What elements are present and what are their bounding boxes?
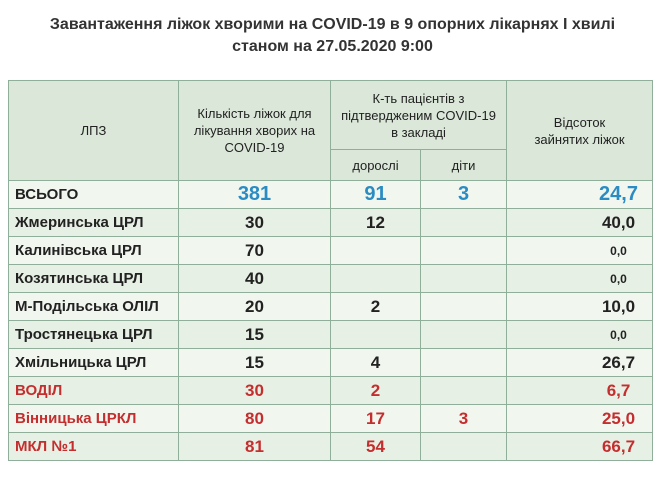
hospital-beds-table: ЛПЗ Кількість ліжок для лікування хворих… [8,80,654,461]
cell-children [419,432,508,461]
cell-percent: 0,0 [506,320,654,349]
cell-adults [330,264,421,293]
cell-children [419,292,508,321]
cell-hospital-name: Козятинська ЦРЛ [8,264,179,293]
cell-beds: 80 [178,404,331,433]
table-body: ВСЬОГО 381 91 3 24,7 Жмеринська ЦРЛ 30 12 40,0 Ка… [8,180,654,461]
header-adults: дорослі [330,149,421,181]
cell-percent: 26,7 [506,348,654,377]
table-row: ВОДІЛ 30 2 6,7 [8,376,654,405]
title-line-1: Завантаження ліжок хворими на COVID-19 в… [49,16,616,33]
table-row: Козятинська ЦРЛ 40 0,0 [8,264,654,293]
cell-hospital-name: Калинівська ЦРЛ [8,236,179,265]
table-row: Калинівська ЦРЛ 70 0,0 [8,236,654,265]
header-children: діти [419,149,508,181]
cell-adults: 2 [330,292,421,321]
cell-hospital-name: Тростянецька ЦРЛ [8,320,179,349]
cell-percent: 25,0 [506,404,654,433]
table-row: М-Подільська ОЛІЛ 20 2 10,0 [8,292,654,321]
table-row: Тростянецька ЦРЛ 15 0,0 [8,320,654,349]
cell-hospital-name: Хмільницька ЦРЛ [8,348,179,377]
table-row-total: ВСЬОГО 381 91 3 24,7 [8,180,654,209]
cell-beds: 20 [178,292,331,321]
cell-children [419,208,508,237]
cell-hospital-name: Вінницька ЦРКЛ [8,404,179,433]
cell-hospital-name: М-Подільська ОЛІЛ [8,292,179,321]
table-row: Вінницька ЦРКЛ 80 17 3 25,0 [8,404,654,433]
cell-percent: 6,7 [506,376,654,405]
cell-children [419,320,508,349]
cell-hospital-name: ВСЬОГО [8,180,179,209]
cell-percent: 24,7 [506,180,654,209]
title-line-2: станом на 27.05.2020 9:00 [232,38,433,55]
cell-hospital-name: ВОДІЛ [8,376,179,405]
cell-children [419,348,508,377]
cell-adults [330,320,421,349]
table-row: Жмеринська ЦРЛ 30 12 40,0 [8,208,654,237]
header-percent: Відсоток зайнятих ліжок [506,80,654,181]
cell-beds: 15 [178,320,331,349]
header-beds: Кількість ліжок для лікування хворих на … [178,80,331,181]
cell-percent: 40,0 [506,208,654,237]
cell-children: 3 [419,404,508,433]
table-header: ЛПЗ Кількість ліжок для лікування хворих… [8,80,654,181]
header-patients: К-ть пацієнтів з підтвердженим COVID-19 … [329,80,508,150]
cell-beds: 381 [178,180,331,209]
cell-percent: 66,7 [506,432,654,461]
cell-percent: 10,0 [506,292,654,321]
cell-percent: 0,0 [506,236,654,265]
cell-hospital-name: МКЛ №1 [8,432,179,461]
cell-beds: 81 [178,432,331,461]
cell-children [419,236,508,265]
cell-adults: 2 [330,376,421,405]
cell-beds: 40 [178,264,331,293]
cell-hospital-name: Жмеринська ЦРЛ [8,208,179,237]
cell-adults [330,236,421,265]
page-title: Завантаження ліжок хворими на COVID-19 в… [0,14,665,58]
cell-percent: 0,0 [506,264,654,293]
cell-beds: 15 [178,348,331,377]
cell-adults: 17 [330,404,421,433]
header-lpz: ЛПЗ [8,80,179,181]
cell-beds: 30 [178,376,331,405]
cell-adults: 4 [330,348,421,377]
cell-beds: 70 [178,236,331,265]
cell-adults: 12 [330,208,421,237]
cell-beds: 30 [178,208,331,237]
table-row: МКЛ №1 81 54 66,7 [8,432,654,461]
cell-children [419,376,508,405]
cell-adults: 54 [330,432,421,461]
cell-adults: 91 [330,180,421,209]
cell-children [419,264,508,293]
table-row: Хмільницька ЦРЛ 15 4 26,7 [8,348,654,377]
cell-children: 3 [419,180,508,209]
